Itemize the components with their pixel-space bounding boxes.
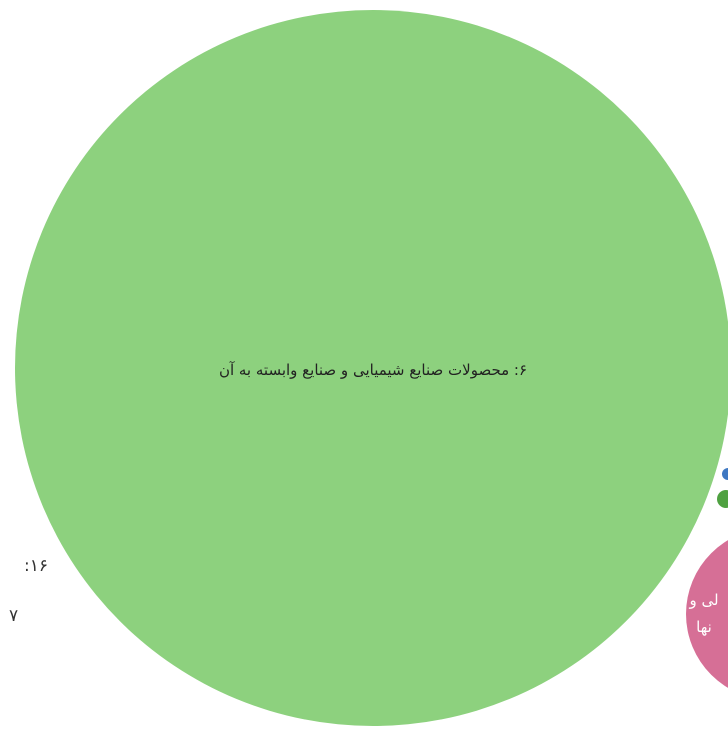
side-label-1: ۷ bbox=[9, 606, 18, 626]
bubble-label-1-line-1: لی و bbox=[688, 591, 718, 609]
bubble-3[interactable] bbox=[722, 468, 728, 480]
bubble-0[interactable] bbox=[15, 10, 728, 726]
bubble-label-1-line-2: نها bbox=[696, 618, 712, 636]
side-label-0: ۱۶: bbox=[24, 556, 48, 576]
bubble-1[interactable] bbox=[686, 528, 728, 700]
bubble-2[interactable] bbox=[717, 490, 728, 508]
bubble-label-0: ۶: محصولات صنایع شیمیایی و صنایع وابسته … bbox=[219, 361, 527, 379]
